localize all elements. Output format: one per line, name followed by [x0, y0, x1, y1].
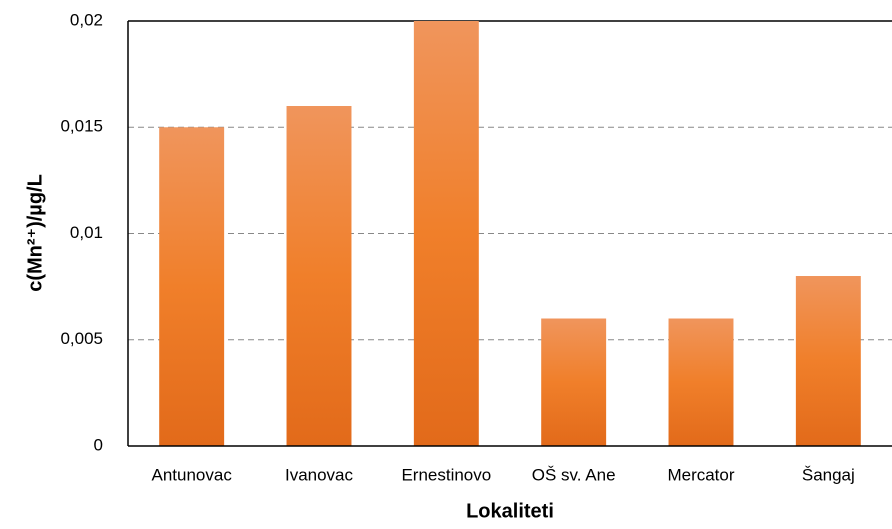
y-axis-title: c(Mn²⁺)/µg/L	[24, 174, 46, 292]
x-tick-label: Antunovac	[151, 465, 232, 484]
y-tick-label: 0,015	[60, 117, 103, 136]
y-tick-label: 0,02	[70, 10, 103, 29]
bar	[413, 21, 479, 446]
y-tick-label: 0,01	[70, 223, 103, 242]
y-tick-label: 0	[94, 435, 103, 454]
x-tick-label: OŠ sv. Ane	[532, 465, 616, 484]
y-tick-label: 0,005	[60, 329, 103, 348]
x-tick-label: Mercator	[667, 465, 734, 484]
bar	[795, 276, 861, 446]
x-tick-label: Ivanovac	[285, 465, 354, 484]
bar	[159, 127, 225, 446]
x-tick-label: Šangaj	[802, 465, 855, 484]
bar	[541, 318, 607, 446]
x-axis-title: Lokaliteti	[466, 500, 554, 522]
bar	[286, 106, 352, 446]
x-tick-label: Ernestinovo	[401, 465, 491, 484]
bar	[668, 318, 734, 446]
